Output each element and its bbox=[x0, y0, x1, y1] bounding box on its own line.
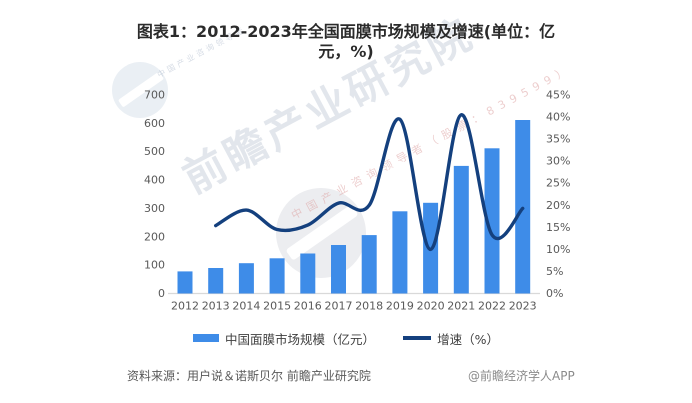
chart-title-line2: 元，%) bbox=[318, 42, 374, 61]
x-axis-label-2022: 2022 bbox=[478, 300, 506, 313]
x-axis-labels: 2012 2013 2014 2015 2016 2017 2018 2019 2020 2021… bbox=[171, 300, 537, 313]
chart-legend: 中国面膜市场规模（亿元） 增速（%） bbox=[0, 328, 692, 348]
right-axis-tick-label: 45% bbox=[546, 89, 570, 102]
x-axis-label-2017: 2017 bbox=[325, 300, 353, 313]
x-axis-label-2019: 2019 bbox=[386, 300, 414, 313]
bar-2021 bbox=[453, 165, 469, 294]
left-axis-tick-label: 100 bbox=[144, 259, 165, 272]
x-axis-label-2023: 2023 bbox=[509, 300, 537, 313]
bar-2016 bbox=[300, 253, 316, 294]
data-source-text: 资料来源：用户说＆诺斯贝尔 前瞻产业研究院 bbox=[127, 369, 371, 383]
x-axis-label-2012: 2012 bbox=[171, 300, 199, 313]
right-axis-tick-label: 35% bbox=[546, 133, 570, 146]
x-axis-label-2013: 2013 bbox=[202, 300, 230, 313]
left-axis-tick-label: 400 bbox=[144, 174, 165, 187]
growth-line bbox=[214, 113, 525, 252]
x-axis-label-2018: 2018 bbox=[355, 300, 383, 313]
x-axis-label-2020: 2020 bbox=[417, 300, 445, 313]
legend-item-0: 中国面膜市场规模（亿元） bbox=[193, 329, 375, 348]
x-axis-label-2016: 2016 bbox=[294, 300, 322, 313]
legend-bar-swatch-icon bbox=[193, 334, 220, 342]
x-axis-label-2014: 2014 bbox=[232, 300, 260, 313]
bar-2014 bbox=[238, 263, 254, 294]
right-axis-tick-label: 10% bbox=[546, 243, 570, 256]
bar-2018 bbox=[361, 235, 377, 294]
left-axis-tick-label: 300 bbox=[144, 202, 165, 215]
chart-title-line1: 图表1：2012-2023年全国面膜市场规模及增速(单位：亿 bbox=[136, 22, 556, 41]
bar-2022 bbox=[484, 148, 500, 294]
bar-2019 bbox=[392, 211, 408, 294]
right-axis-tick-label: 20% bbox=[546, 199, 570, 212]
right-axis-tick-label: 25% bbox=[546, 177, 570, 190]
legend-label: 增速（%） bbox=[437, 331, 499, 347]
left-axis-tick-label: 500 bbox=[144, 145, 165, 158]
chart-title: 图表1：2012-2023年全国面膜市场规模及增速(单位：亿 元，%) bbox=[0, 22, 692, 62]
left-axis-tick-label: 600 bbox=[144, 117, 165, 130]
x-axis-label-2021: 2021 bbox=[447, 300, 475, 313]
legend-label: 中国面膜市场规模（亿元） bbox=[225, 331, 376, 347]
right-axis-tick-label: 5% bbox=[546, 265, 563, 278]
bar-2017 bbox=[331, 245, 346, 294]
bar-2012 bbox=[177, 271, 193, 294]
right-axis-tick-label: 15% bbox=[546, 221, 570, 234]
right-axis-tick-label: 0% bbox=[546, 287, 563, 300]
left-axis-tick-label: 200 bbox=[144, 230, 165, 243]
bar-2015 bbox=[269, 258, 285, 294]
left-axis-tick-label: 0 bbox=[158, 287, 165, 300]
right-axis-ticks: 0% 5% 10% 15% 20% 25% 30% 35% 40% 45% bbox=[546, 89, 570, 301]
left-axis-tick-label: 700 bbox=[144, 89, 165, 102]
right-axis-tick-label: 30% bbox=[546, 155, 570, 168]
credit-text: @前瞻经济学人APP bbox=[468, 369, 575, 383]
left-axis-ticks: 0 100 200 300 400 500 600 700 bbox=[144, 89, 165, 301]
legend-item-1: 增速（%） bbox=[403, 329, 499, 348]
legend-line-swatch-icon bbox=[403, 336, 432, 340]
x-axis-label-2015: 2015 bbox=[263, 300, 291, 313]
bar-2013 bbox=[208, 268, 224, 294]
right-axis-tick-label: 40% bbox=[546, 111, 570, 124]
